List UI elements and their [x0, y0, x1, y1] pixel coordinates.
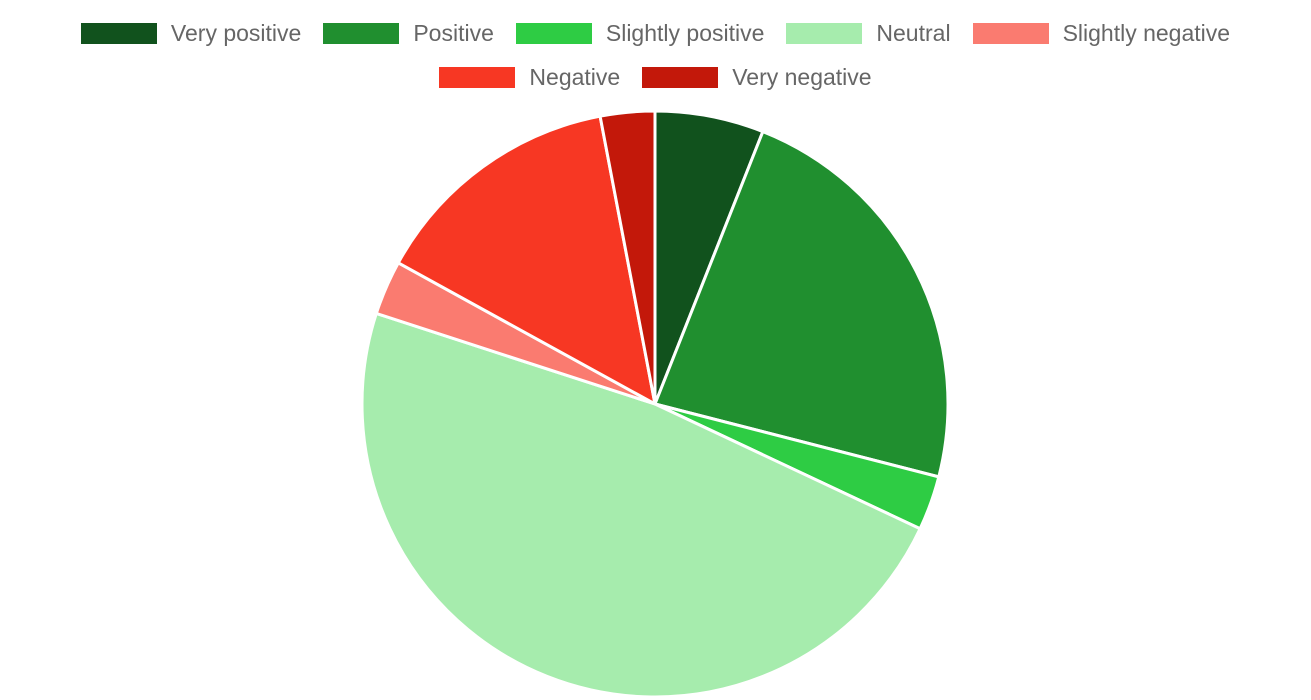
- legend-item-neutral[interactable]: Neutral: [786, 20, 951, 47]
- legend-item-negative[interactable]: Negative: [439, 64, 620, 91]
- pie-slice-negative[interactable]: [396, 114, 657, 406]
- pie-slice-positive[interactable]: [653, 130, 950, 479]
- legend-label: Neutral: [876, 20, 951, 46]
- pie-slice-neutral[interactable]: [360, 311, 922, 699]
- legend-swatch: [323, 23, 400, 44]
- legend-label: Negative: [529, 64, 621, 90]
- legend-swatch: [786, 23, 863, 44]
- legend-swatch: [80, 23, 157, 44]
- legend-item-very-positive[interactable]: Very positive: [80, 20, 302, 47]
- legend-label: Very positive: [170, 20, 302, 46]
- legend-row-1: Very positive Positive Slightly positive Ne…: [0, 20, 1311, 47]
- legend-label: Slightly negative: [1062, 20, 1231, 46]
- pie-slice-very-negative[interactable]: [598, 109, 657, 406]
- legend-item-very-negative[interactable]: Very negative: [642, 64, 872, 91]
- legend-label: Positive: [413, 20, 494, 46]
- legend-label: Very negative: [732, 64, 872, 90]
- legend-swatch: [642, 67, 719, 88]
- legend-swatch: [439, 67, 516, 88]
- legend-label: Slightly positive: [605, 20, 765, 46]
- legend-swatch: [515, 23, 592, 44]
- legend-row-2: Negative Very negative: [0, 64, 1311, 91]
- legend-item-slightly-positive[interactable]: Slightly positive: [515, 20, 765, 47]
- legend-item-slightly-negative[interactable]: Slightly negative: [972, 20, 1231, 47]
- legend-item-positive[interactable]: Positive: [323, 20, 494, 47]
- legend-swatch: [972, 23, 1049, 44]
